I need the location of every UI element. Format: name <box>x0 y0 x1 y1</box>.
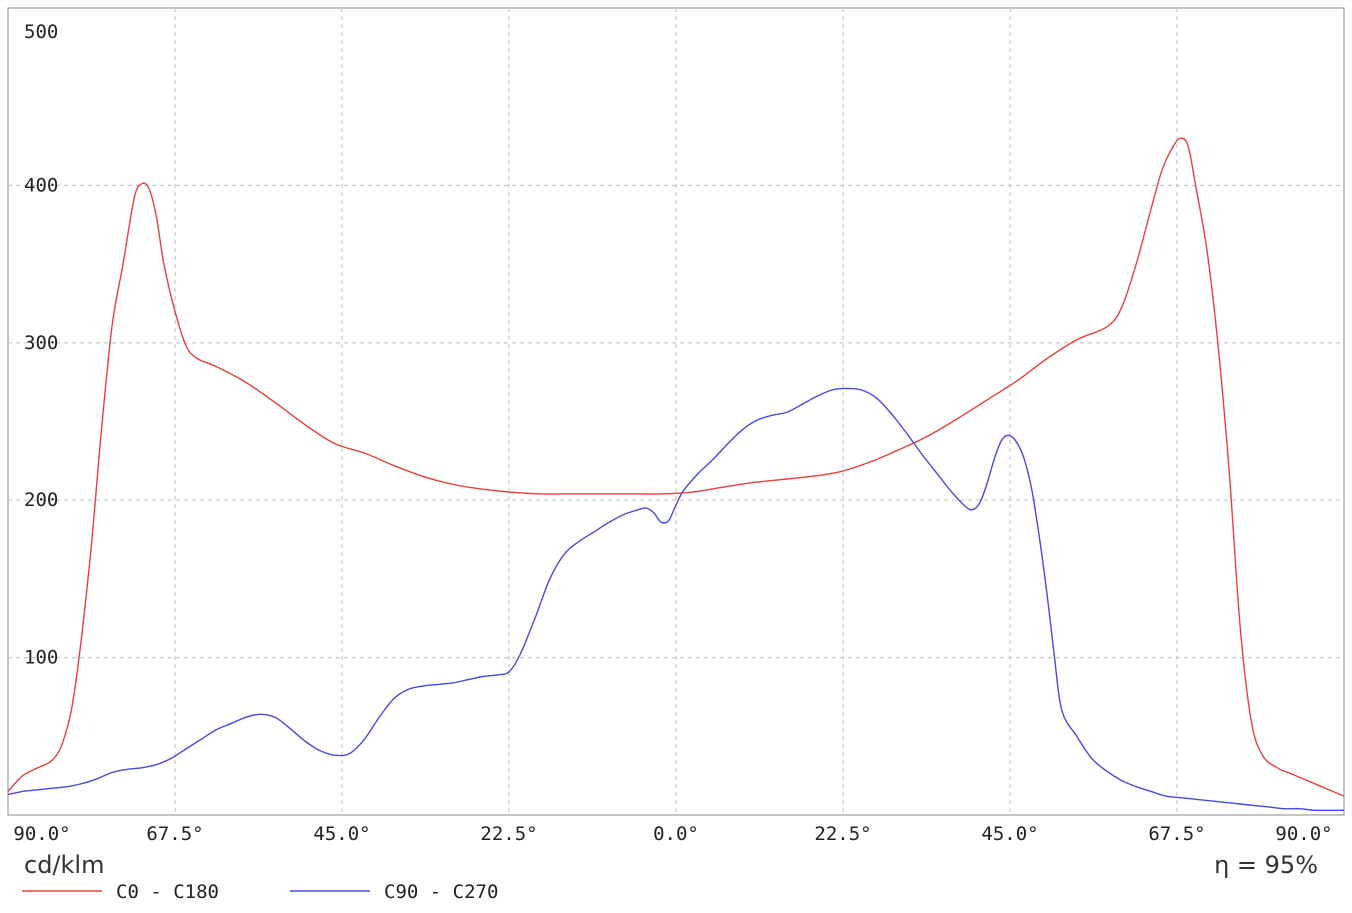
x-tick-label: 67.5° <box>1148 823 1205 845</box>
y-tick-label: 400 <box>24 174 58 196</box>
x-tick-label: 67.5° <box>146 823 203 845</box>
x-tick-labels: 90.0° 67.5° 45.0° 22.5° 0.0° 22.5° 45.0° 67.5° 9… <box>13 823 1332 845</box>
efficiency-label: η = 95% <box>1214 851 1318 879</box>
y-tick-label: 100 <box>24 647 58 669</box>
x-tick-label: 22.5° <box>814 823 871 845</box>
x-tick-label: 45.0° <box>313 823 370 845</box>
y-tick-label: 300 <box>24 332 58 354</box>
grid <box>8 8 1344 815</box>
x-tick-label: 90.0° <box>13 823 70 845</box>
y-tick-label: 500 <box>24 21 58 43</box>
x-tick-label: 90.0° <box>1275 823 1332 845</box>
x-tick-label: 0.0° <box>653 823 699 845</box>
series-line <box>7 387 1344 812</box>
series-layer <box>7 137 1345 812</box>
y-unit-label: cd/klm <box>24 851 104 879</box>
x-tick-label: 45.0° <box>981 823 1038 845</box>
legend: C0 - C180 C90 - C270 <box>22 881 498 903</box>
y-tick-labels: 100 200 300 400 500 <box>24 21 58 669</box>
x-tick-label: 22.5° <box>480 823 537 845</box>
legend-label: C0 - C180 <box>116 881 219 903</box>
series-line <box>7 137 1345 797</box>
legend-label: C90 - C270 <box>384 881 498 903</box>
y-tick-label: 200 <box>24 489 58 511</box>
